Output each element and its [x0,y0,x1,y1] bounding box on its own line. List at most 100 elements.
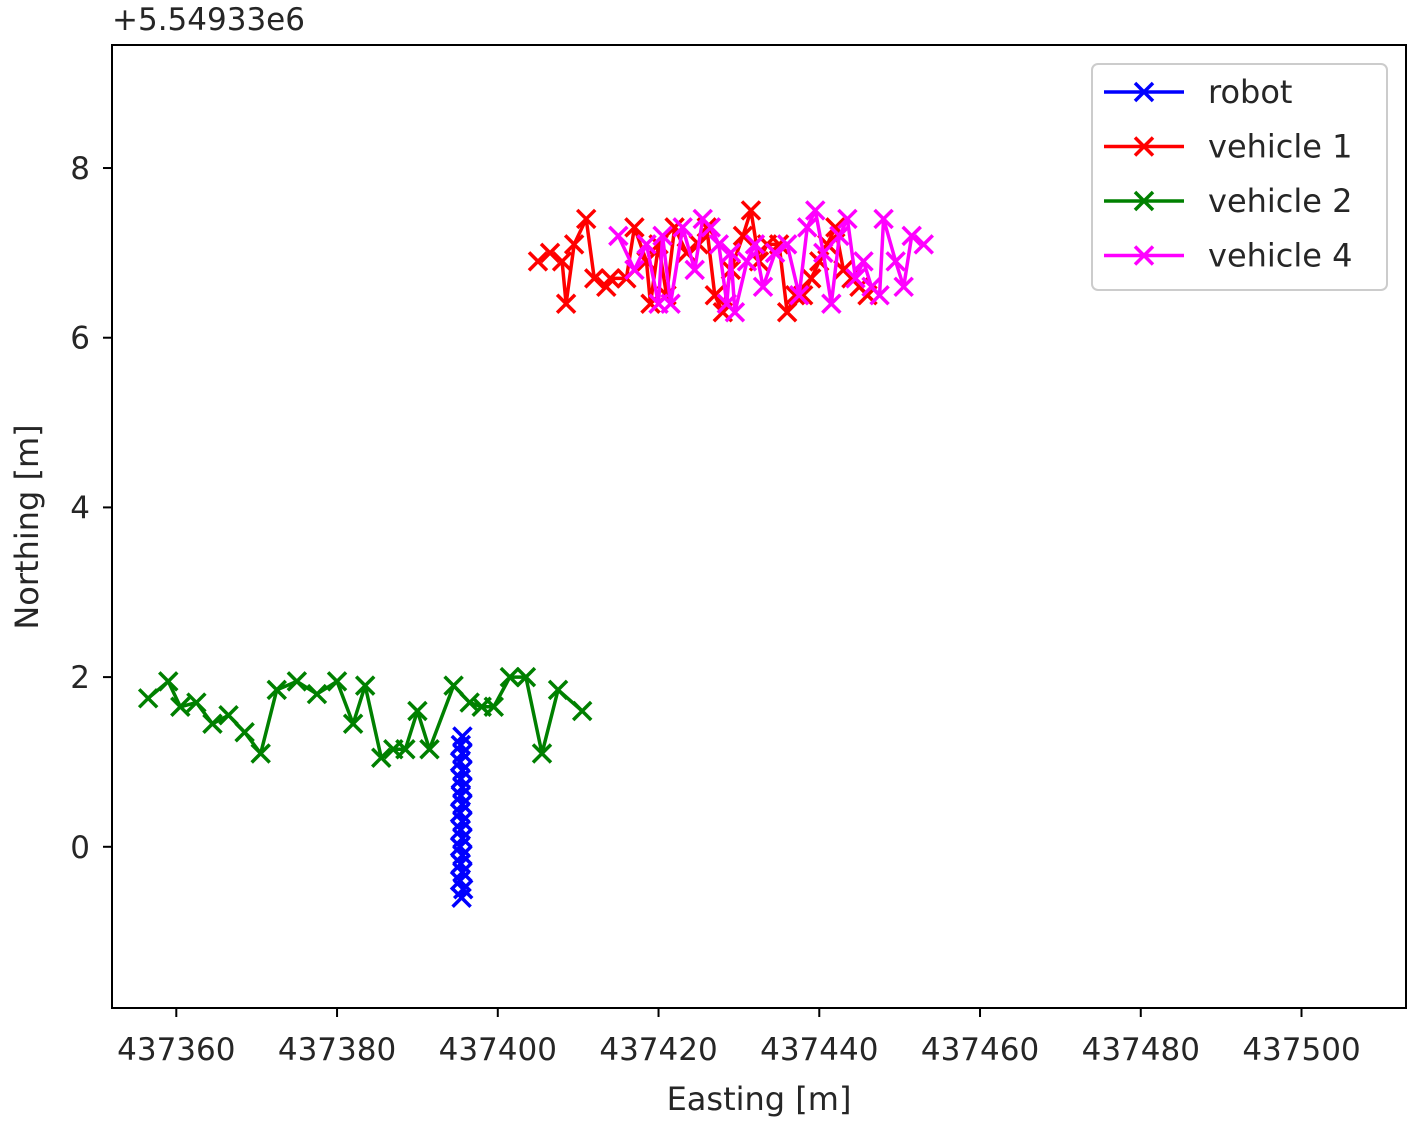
data-point [776,302,798,323]
data-point [885,251,906,272]
x-tick-label: 437360 [117,1032,235,1068]
y-axis-title: Northing [m] [8,424,46,629]
legend-entry-robot: robot [1104,73,1292,111]
data-point [563,234,585,255]
x-tick-label: 437440 [760,1032,878,1068]
legend-entry-vehicle-4: vehicle 4 [1104,237,1353,275]
data-point [796,217,818,238]
data-point [551,251,573,272]
x-tick-label: 437500 [1242,1032,1360,1068]
data-point [306,683,328,705]
legend-marker [1133,245,1155,266]
data-point [234,722,255,743]
data-point [720,242,742,264]
legend-label: vehicle 1 [1208,128,1353,166]
data-point [527,251,549,272]
data-point [624,217,645,238]
data-point [499,666,521,688]
data-point [821,293,842,315]
data-point [395,738,416,760]
series-line-vehicle-2 [147,675,584,760]
data-point [636,234,657,255]
data-point [354,675,376,696]
y-axis-ticks: 0 2 4 6 8 [70,151,112,866]
y-tick-label: 8 [70,151,90,187]
legend-marker [1133,81,1155,103]
data-point [575,208,597,230]
data-point [788,285,810,306]
data-point [452,726,473,747]
data-point [869,285,890,306]
x-axis-ticks: 437360 437380 437400 437420 437440 437460 4374… [117,1008,1361,1068]
legend-box [1091,63,1388,291]
y-tick-label: 6 [70,321,90,357]
data-point [837,208,858,230]
data-point [326,671,348,692]
x-tick-label: 437460 [921,1032,1039,1068]
y-offset-label: +5.54933e6 [112,2,305,38]
data-point [764,242,786,264]
data-point [893,276,914,298]
legend-marker [1133,190,1155,212]
data-point [286,671,308,692]
data-point [158,671,179,692]
data-point [652,225,673,247]
legend-marker [1133,136,1155,157]
data-point [744,234,766,255]
data-point [684,259,705,281]
data-point [700,217,722,238]
data-point [571,700,593,722]
data-point [801,268,822,289]
data-point [736,251,758,272]
data-point [539,242,561,264]
plot-area [111,44,1407,1009]
data-point [672,217,693,238]
y-tick-label: 4 [70,490,90,526]
data-point [660,293,681,315]
data-point [250,743,271,764]
data-point [724,302,746,323]
x-tick-label: 437480 [1082,1032,1200,1068]
y-tick-label: 0 [70,830,90,866]
legend: robot vehicle 1 vehicle 2 vehicle 4 [1091,63,1388,291]
data-point [913,234,935,255]
data-point [740,200,762,221]
data-point [443,675,464,696]
legend-entries: robot vehicle 1 vehicle 2 vehicle 4 [1104,73,1353,275]
data-point [218,705,239,726]
series-vehicle-2 [137,666,593,768]
x-tick-label: 437400 [439,1032,557,1068]
data-point [704,285,726,306]
data-point [407,700,428,722]
data-point [624,259,645,281]
x-tick-label: 437380 [278,1032,396,1068]
legend-label: vehicle 2 [1208,182,1353,220]
legend-label: robot [1208,73,1292,111]
axes-frame [111,44,1407,1009]
data-point [583,268,605,289]
data-point [170,696,191,718]
data-point [608,225,629,247]
data-point [752,276,774,298]
data-point [547,679,569,701]
series-layer [137,200,935,908]
data-point [419,738,440,760]
data-point [708,234,730,255]
data-point [483,696,505,718]
data-point [776,234,798,255]
data-point [873,208,894,230]
data-point [853,251,874,272]
data-point [732,225,754,247]
y-tick-label: 2 [70,660,90,696]
legend-entry-vehicle-1: vehicle 1 [1104,128,1353,166]
data-point [371,747,392,768]
x-tick-label: 437420 [599,1032,717,1068]
legend-label: vehicle 4 [1208,237,1353,275]
series-robot [449,726,474,908]
x-axis-title: Easting [m] [667,1080,852,1118]
data-point [805,200,826,221]
data-point [813,242,834,264]
data-point [202,713,223,735]
data-point [600,268,621,289]
